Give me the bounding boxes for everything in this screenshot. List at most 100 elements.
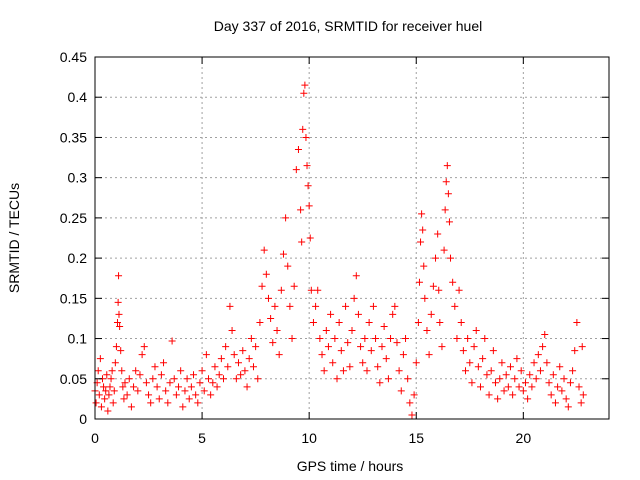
- plot-frame: [94, 56, 610, 420]
- data-point: [196, 379, 204, 387]
- data-point: [374, 363, 382, 371]
- data-point: [342, 302, 350, 310]
- data-point: [107, 375, 115, 383]
- data-point: [489, 347, 497, 355]
- data-point: [307, 286, 315, 294]
- data-point: [554, 383, 562, 391]
- data-point: [378, 343, 386, 351]
- data-point: [97, 403, 105, 411]
- data-point: [177, 367, 185, 375]
- data-point: [226, 302, 234, 310]
- data-point: [445, 218, 453, 226]
- data-point: [232, 375, 240, 383]
- data-point: [564, 403, 572, 411]
- data-point: [528, 383, 536, 391]
- data-point: [116, 322, 124, 330]
- data-point: [292, 166, 300, 174]
- data-point: [108, 367, 116, 375]
- data-point: [140, 343, 148, 351]
- data-point: [119, 383, 127, 391]
- data-point: [420, 262, 428, 270]
- data-point: [556, 363, 564, 371]
- data-point: [247, 335, 255, 343]
- data-point: [157, 371, 165, 379]
- data-point: [327, 310, 335, 318]
- data-point: [436, 318, 444, 326]
- data-point: [425, 351, 433, 359]
- data-point: [532, 375, 540, 383]
- data-point: [300, 89, 308, 97]
- data-point: [252, 343, 260, 351]
- data-point: [515, 383, 523, 391]
- data-point: [573, 318, 581, 326]
- data-point: [260, 246, 268, 254]
- data-point: [419, 226, 427, 234]
- data-point: [491, 379, 499, 387]
- data-point: [95, 391, 103, 399]
- data-point: [479, 355, 487, 363]
- data-point: [271, 302, 279, 310]
- data-point: [117, 347, 125, 355]
- data-point: [162, 387, 170, 395]
- data-point: [290, 282, 298, 290]
- data-point: [348, 327, 356, 335]
- data-point: [166, 379, 174, 387]
- data-point: [245, 355, 253, 363]
- x-tick-label: 20: [516, 430, 532, 446]
- data-point: [408, 411, 416, 419]
- data-point: [234, 359, 242, 367]
- data-point: [519, 387, 527, 395]
- data-point: [329, 359, 337, 367]
- data-point: [106, 383, 114, 391]
- data-point: [404, 375, 412, 383]
- data-point: [215, 371, 223, 379]
- data-point: [474, 363, 482, 371]
- data-point: [361, 335, 369, 343]
- data-point: [577, 399, 585, 407]
- data-point: [551, 399, 559, 407]
- data-point: [264, 294, 272, 302]
- y-tick-label: 0.25: [60, 210, 87, 226]
- data-point: [318, 351, 326, 359]
- data-point: [239, 347, 247, 355]
- y-tick-label: 0.05: [60, 371, 87, 387]
- data-point: [502, 371, 510, 379]
- data-point: [153, 383, 161, 391]
- data-point: [145, 391, 153, 399]
- axis-ticks: 0 0.05 0.1 0.15 0.2 0.25 0.3 0.35 0.4 0.45 0 5 10 15 2…: [60, 49, 609, 446]
- data-point: [282, 214, 290, 222]
- data-point: [432, 254, 440, 262]
- data-point: [230, 351, 238, 359]
- data-point: [262, 270, 270, 278]
- data-point: [202, 351, 210, 359]
- data-point: [190, 371, 198, 379]
- data-point: [258, 282, 266, 290]
- data-point: [303, 162, 311, 170]
- data-point: [468, 379, 476, 387]
- data-point: [256, 318, 264, 326]
- data-point: [134, 387, 142, 395]
- data-point: [500, 387, 508, 395]
- data-point: [94, 367, 102, 375]
- data-point: [369, 302, 377, 310]
- data-point: [449, 278, 457, 286]
- data-point: [558, 387, 566, 395]
- y-tick-label: 0.45: [60, 49, 87, 65]
- data-point: [402, 335, 410, 343]
- data-point: [483, 371, 491, 379]
- data-point: [513, 355, 521, 363]
- data-point: [498, 359, 506, 367]
- data-point: [571, 347, 579, 355]
- data-point: [575, 383, 583, 391]
- data-point: [228, 327, 236, 335]
- data-point: [267, 314, 275, 322]
- data-point: [142, 379, 150, 387]
- data-point: [337, 347, 345, 355]
- data-point: [526, 371, 534, 379]
- data-point: [367, 347, 375, 355]
- data-point: [172, 391, 180, 399]
- data-point: [472, 327, 480, 335]
- data-point: [294, 146, 302, 154]
- data-point: [194, 399, 202, 407]
